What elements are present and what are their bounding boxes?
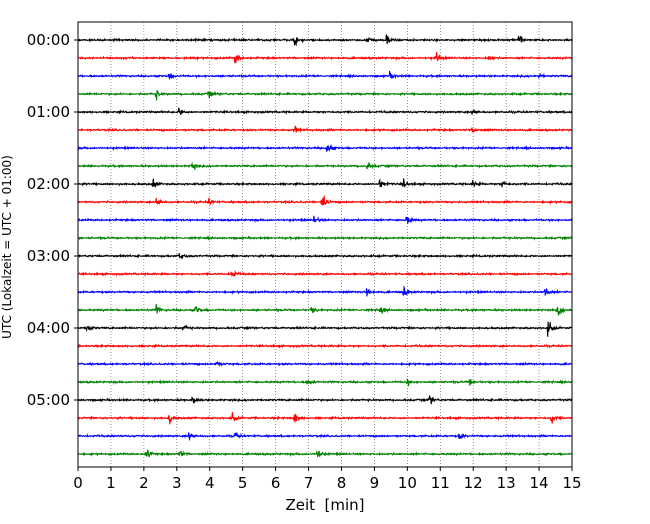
x-tick-label: 14 [530,474,549,492]
x-tick-label: 6 [271,474,281,492]
trace-0515 [77,411,573,425]
x-tick-label: 4 [205,474,215,492]
trace-0245 [77,235,573,241]
trace-0415 [77,343,573,349]
x-tick-label: 12 [464,474,483,492]
x-tick-label: 15 [562,474,581,492]
x-tick-label: 5 [238,474,248,492]
trace-0300 [77,253,573,260]
trace-0100 [77,107,573,116]
y-tick-label: 00:00 [27,31,70,49]
x-tick-label: 1 [106,474,116,492]
x-tick-label: 9 [370,474,380,492]
trace-0500 [77,395,573,405]
y-tick-label: 05:00 [27,391,70,409]
trace-0345 [77,303,573,317]
x-tick-label: 10 [398,474,417,492]
x-axis-label: Zeit [min] [285,496,364,514]
y-ticks: 00:00 01:00 02:00 03:00 04:00 05:00 [27,31,78,409]
trace-0030 [77,70,573,81]
trace-0130 [77,144,573,152]
x-tick-label: 11 [431,474,450,492]
plot-frame [77,21,573,468]
x-tick-label: 7 [304,474,314,492]
y-tick-label: 01:00 [27,103,70,121]
trace-0200 [77,178,573,189]
x-tick-label: 13 [497,474,516,492]
y-tick-label: 02:00 [27,175,70,193]
trace-0000 [77,34,573,47]
trace-0215 [77,194,573,206]
trace-0445 [77,378,573,387]
x-tick-label: 0 [73,474,83,492]
trace-0400 [77,321,573,337]
trace-0430 [77,360,573,368]
trace-0545 [77,449,573,458]
trace-0330 [77,285,573,297]
trace-0315 [77,270,573,278]
trace-layer [77,34,573,458]
y-axis-label: UTC (Lokalzeit = UTC + 01:00) [0,155,14,339]
x-tick-label: 2 [139,474,149,492]
trace-0230 [77,215,573,225]
x-tick-label: 3 [172,474,182,492]
y-tick-label: 04:00 [27,319,70,337]
trace-0045 [77,90,573,101]
trace-0145 [77,161,573,170]
trace-0115 [77,125,573,133]
x-tick-label: 8 [337,474,347,492]
trace-0530 [77,431,573,442]
x-ticks: 0 1 2 3 4 5 6 7 8 9 10 11 12 13 14 15 [73,467,582,492]
y-tick-label: 03:00 [27,247,70,265]
grid-layer [110,22,540,467]
trace-0015 [77,52,573,64]
